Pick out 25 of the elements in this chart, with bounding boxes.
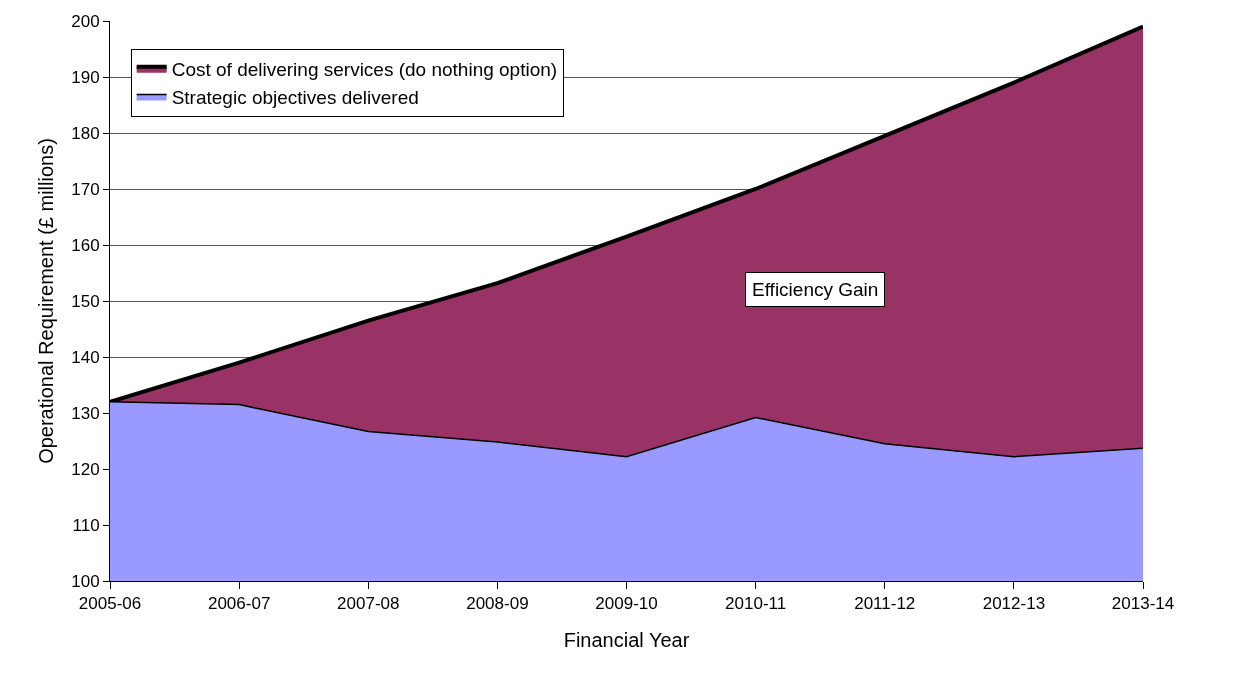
y-tick-label: 170 bbox=[71, 179, 100, 199]
y-tick-label: 160 bbox=[71, 235, 100, 255]
x-tick-label: 2013-14 bbox=[1111, 594, 1175, 614]
x-tick-label: 2012-13 bbox=[982, 594, 1046, 614]
x-tick-label: 2010-11 bbox=[725, 594, 787, 614]
y-tick-label: 100 bbox=[71, 571, 100, 591]
x-tick-label: 2005-06 bbox=[78, 594, 142, 614]
legend-label: Strategic objectives delivered bbox=[171, 86, 419, 108]
x-tick-label: 2008-09 bbox=[466, 594, 529, 614]
legend-label: Cost of delivering services (do nothing option) bbox=[171, 59, 558, 81]
y-tick-label: 190 bbox=[71, 67, 100, 87]
y-tick-label: 200 bbox=[71, 11, 100, 31]
x-tick-label: 2011-12 bbox=[854, 594, 916, 614]
y-tick-label: 110 bbox=[72, 515, 100, 535]
y-tick-label: 140 bbox=[71, 347, 100, 367]
x-tick-label: 2006-07 bbox=[207, 594, 271, 614]
x-tick-label: 2009-10 bbox=[595, 594, 658, 614]
annotation: Efficiency Gain bbox=[752, 279, 879, 300]
y-tick-label: 150 bbox=[71, 291, 100, 311]
y-tick-label: 120 bbox=[71, 459, 100, 479]
x-axis-title: Financial Year bbox=[563, 628, 690, 651]
y-tick-label: 180 bbox=[71, 123, 100, 143]
y-axis-title: Operational Requirement (£ millions) bbox=[34, 138, 57, 464]
x-tick-label: 2007-08 bbox=[337, 594, 400, 614]
y-tick-label: 130 bbox=[71, 403, 100, 423]
